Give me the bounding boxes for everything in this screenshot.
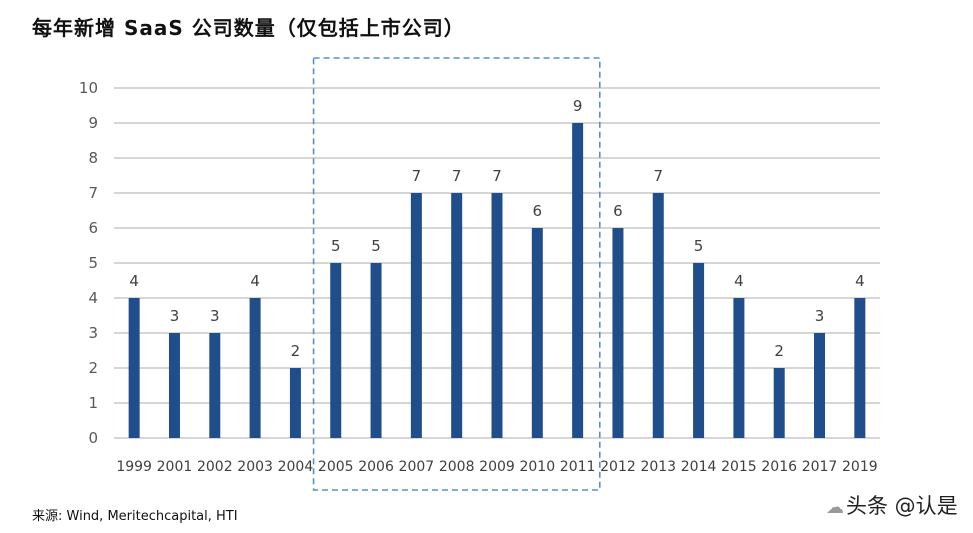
data-label: 3 bbox=[170, 307, 180, 325]
bar bbox=[209, 333, 221, 438]
x-tick-label: 2014 bbox=[681, 459, 717, 475]
bar bbox=[410, 193, 422, 438]
y-tick-label: 5 bbox=[88, 254, 98, 272]
chart-title: 每年新增 SaaS 公司数量（仅包括上市公司） bbox=[32, 16, 465, 40]
bars bbox=[128, 123, 866, 438]
y-tick-label: 9 bbox=[88, 114, 98, 132]
x-tick-label: 2016 bbox=[761, 459, 797, 475]
y-axis-ticks: 0 1 2 3 4 5 6 7 8 9 10 bbox=[79, 79, 98, 447]
data-label: 2 bbox=[291, 342, 301, 360]
y-tick-label: 3 bbox=[88, 324, 98, 342]
data-label: 7 bbox=[452, 167, 462, 185]
data-labels: 4 3 3 4 2 5 5 7 7 7 6 9 6 7 5 4 2 3 4 bbox=[129, 97, 864, 360]
watermark: ☁头条 @认是 bbox=[826, 490, 958, 520]
data-label: 4 bbox=[855, 272, 865, 290]
bar bbox=[572, 123, 584, 438]
x-tick-label: 2013 bbox=[640, 459, 676, 475]
x-tick-label: 2007 bbox=[399, 459, 435, 475]
data-label: 6 bbox=[533, 202, 543, 220]
data-label: 7 bbox=[653, 167, 663, 185]
bar bbox=[451, 193, 463, 438]
x-tick-label: 2009 bbox=[479, 459, 515, 475]
bar bbox=[128, 298, 140, 438]
y-tick-label: 0 bbox=[88, 429, 98, 447]
data-label: 5 bbox=[694, 237, 704, 255]
bar bbox=[652, 193, 664, 438]
x-tick-label: 2011 bbox=[560, 459, 596, 475]
data-label: 7 bbox=[492, 167, 502, 185]
bar bbox=[854, 298, 866, 438]
x-tick-label: 2012 bbox=[600, 459, 636, 475]
x-tick-label: 2006 bbox=[358, 459, 394, 475]
bar bbox=[249, 298, 261, 438]
x-tick-label: 2002 bbox=[197, 459, 233, 475]
bar bbox=[733, 298, 745, 438]
y-tick-label: 7 bbox=[88, 184, 98, 202]
bar bbox=[289, 368, 301, 438]
data-label: 4 bbox=[250, 272, 260, 290]
x-tick-label: 2010 bbox=[519, 459, 555, 475]
x-tick-label: 2015 bbox=[721, 459, 757, 475]
y-tick-label: 4 bbox=[88, 289, 98, 307]
bar bbox=[773, 368, 785, 438]
bar-chart: 0 1 2 3 4 5 6 7 8 9 10 4 3 3 4 2 5 5 7 7 7 6 9 6 7 5 4 2 3 4 1999 200… bbox=[79, 57, 880, 491]
bar bbox=[612, 228, 624, 438]
x-tick-label: 2001 bbox=[157, 459, 193, 475]
bar bbox=[330, 263, 342, 438]
y-tick-label: 8 bbox=[88, 149, 98, 167]
data-label: 4 bbox=[129, 272, 139, 290]
data-label: 6 bbox=[613, 202, 623, 220]
y-tick-label: 1 bbox=[88, 394, 98, 412]
data-label: 2 bbox=[774, 342, 784, 360]
bar bbox=[693, 263, 705, 438]
x-tick-label: 2019 bbox=[842, 459, 878, 475]
data-label: 9 bbox=[573, 97, 583, 115]
cloud-icon: ☁ bbox=[826, 497, 844, 518]
data-label: 5 bbox=[331, 237, 341, 255]
bar bbox=[370, 263, 382, 438]
x-tick-label: 2017 bbox=[802, 459, 838, 475]
y-tick-label: 10 bbox=[79, 79, 98, 97]
y-tick-label: 2 bbox=[88, 359, 98, 377]
x-tick-label: 2008 bbox=[439, 459, 475, 475]
x-axis-ticks: 1999 2001 2002 2003 2004 2005 2006 2007 2008 2009… bbox=[116, 459, 877, 475]
x-tick-label: 1999 bbox=[116, 459, 152, 475]
y-tick-label: 6 bbox=[88, 219, 98, 237]
bar bbox=[814, 333, 826, 438]
x-tick-label: 2005 bbox=[318, 459, 354, 475]
data-label: 3 bbox=[210, 307, 220, 325]
bar bbox=[168, 333, 180, 438]
data-label: 4 bbox=[734, 272, 744, 290]
data-label: 3 bbox=[815, 307, 825, 325]
x-tick-label: 2004 bbox=[278, 459, 314, 475]
data-label: 7 bbox=[412, 167, 422, 185]
bar bbox=[491, 193, 503, 438]
highlight-box bbox=[312, 57, 601, 491]
x-tick-label: 2003 bbox=[237, 459, 273, 475]
watermark-text: 头条 @认是 bbox=[846, 494, 958, 518]
bar bbox=[531, 228, 543, 438]
source-note: 来源: Wind, Meritechcapital, HTI bbox=[32, 509, 238, 524]
data-label: 5 bbox=[371, 237, 381, 255]
